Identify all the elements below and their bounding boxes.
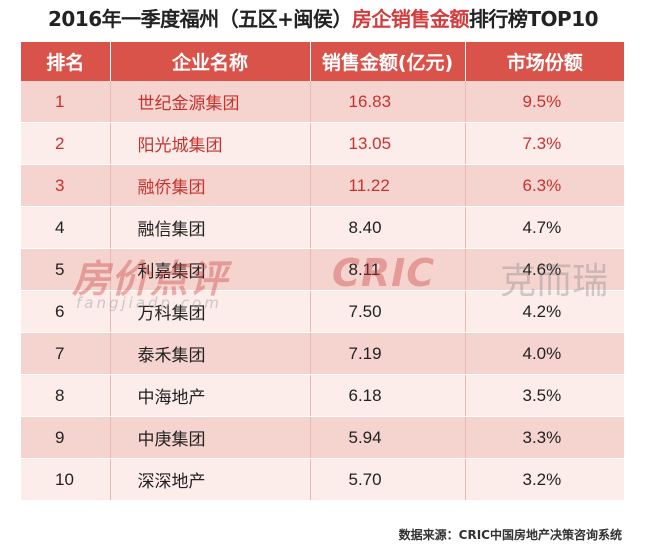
rank-cell: 5 <box>21 248 111 291</box>
rank-cell: 6 <box>21 290 111 333</box>
header-rank: 排名 <box>21 42 111 81</box>
amount-cell: 7.19 <box>310 332 466 375</box>
table-row: 4 融信集团 8.40 4.7% <box>21 206 624 249</box>
amount-cell: 16.83 <box>310 81 466 123</box>
share-cell: 3.5% <box>465 374 624 417</box>
title-prefix: 2016年一季度福州（五区+闽侯） <box>47 7 352 31</box>
table-row: 8 中海地产 6.18 3.5% <box>21 374 624 417</box>
table-row: 7 泰禾集团 7.19 4.0% <box>21 332 624 375</box>
share-cell: 4.0% <box>465 332 624 375</box>
company-cell: 深深地产 <box>110 458 311 501</box>
rank-cell: 7 <box>21 332 111 375</box>
company-cell: 世纪金源集团 <box>110 81 311 123</box>
amount-cell: 6.18 <box>310 374 466 417</box>
company-cell: 万科集团 <box>110 290 311 333</box>
header-share: 市场份额 <box>465 42 624 81</box>
rank-cell: 9 <box>21 416 111 459</box>
amount-cell: 8.40 <box>310 206 466 249</box>
table-row: 1 世纪金源集团 16.83 9.5% <box>21 81 624 123</box>
amount-cell: 7.50 <box>310 290 466 333</box>
amount-cell: 5.70 <box>310 458 466 501</box>
amount-cell: 13.05 <box>310 122 466 165</box>
rank-cell: 4 <box>21 206 111 249</box>
amount-cell: 11.22 <box>310 164 466 207</box>
company-cell: 泰禾集团 <box>110 332 311 375</box>
share-cell: 3.3% <box>465 416 624 459</box>
share-cell: 4.7% <box>465 206 624 249</box>
share-cell: 4.6% <box>465 248 624 291</box>
company-cell: 中庚集团 <box>110 416 311 459</box>
table-row: 10 深深地产 5.70 3.2% <box>21 458 624 501</box>
amount-cell: 5.94 <box>310 416 466 459</box>
table-row: 3 融侨集团 11.22 6.3% <box>21 164 624 207</box>
company-cell: 利嘉集团 <box>110 248 311 291</box>
share-cell: 4.2% <box>465 290 624 333</box>
rank-cell: 2 <box>21 122 111 165</box>
header-amount: 销售金额(亿元) <box>310 42 466 81</box>
title-suffix: 排行榜TOP10 <box>468 7 599 31</box>
company-cell: 中海地产 <box>110 374 311 417</box>
table-row: 2 阳光城集团 13.05 7.3% <box>21 122 624 165</box>
company-cell: 融信集团 <box>110 206 311 249</box>
table-row: 9 中庚集团 5.94 3.3% <box>21 416 624 459</box>
share-cell: 6.3% <box>465 164 624 207</box>
header-company: 企业名称 <box>110 42 311 81</box>
rank-cell: 8 <box>21 374 111 417</box>
share-cell: 9.5% <box>465 81 624 123</box>
table-header-row: 排名 企业名称 销售金额(亿元) 市场份额 <box>21 42 624 81</box>
table-row: 5 利嘉集团 8.11 4.6% <box>21 248 624 291</box>
data-source-note: 数据来源：CRIC中国房地产决策咨询系统 <box>398 528 622 542</box>
title-highlight: 房企销售金额 <box>351 7 470 31</box>
rank-cell: 10 <box>21 458 111 501</box>
share-cell: 3.2% <box>465 458 624 501</box>
company-cell: 融侨集团 <box>110 164 311 207</box>
company-cell: 阳光城集团 <box>110 122 311 165</box>
ranking-table: 排名 企业名称 销售金额(亿元) 市场份额 1 世纪金源集团 16.83 9.5… <box>21 42 624 501</box>
table-row: 6 万科集团 7.50 4.2% <box>21 290 624 333</box>
rank-cell: 1 <box>21 81 111 123</box>
rank-cell: 3 <box>21 164 111 207</box>
share-cell: 7.3% <box>465 122 624 165</box>
page-title: 2016年一季度福州（五区+闽侯）房企销售金额排行榜TOP10 <box>0 2 646 36</box>
amount-cell: 8.11 <box>310 248 466 291</box>
